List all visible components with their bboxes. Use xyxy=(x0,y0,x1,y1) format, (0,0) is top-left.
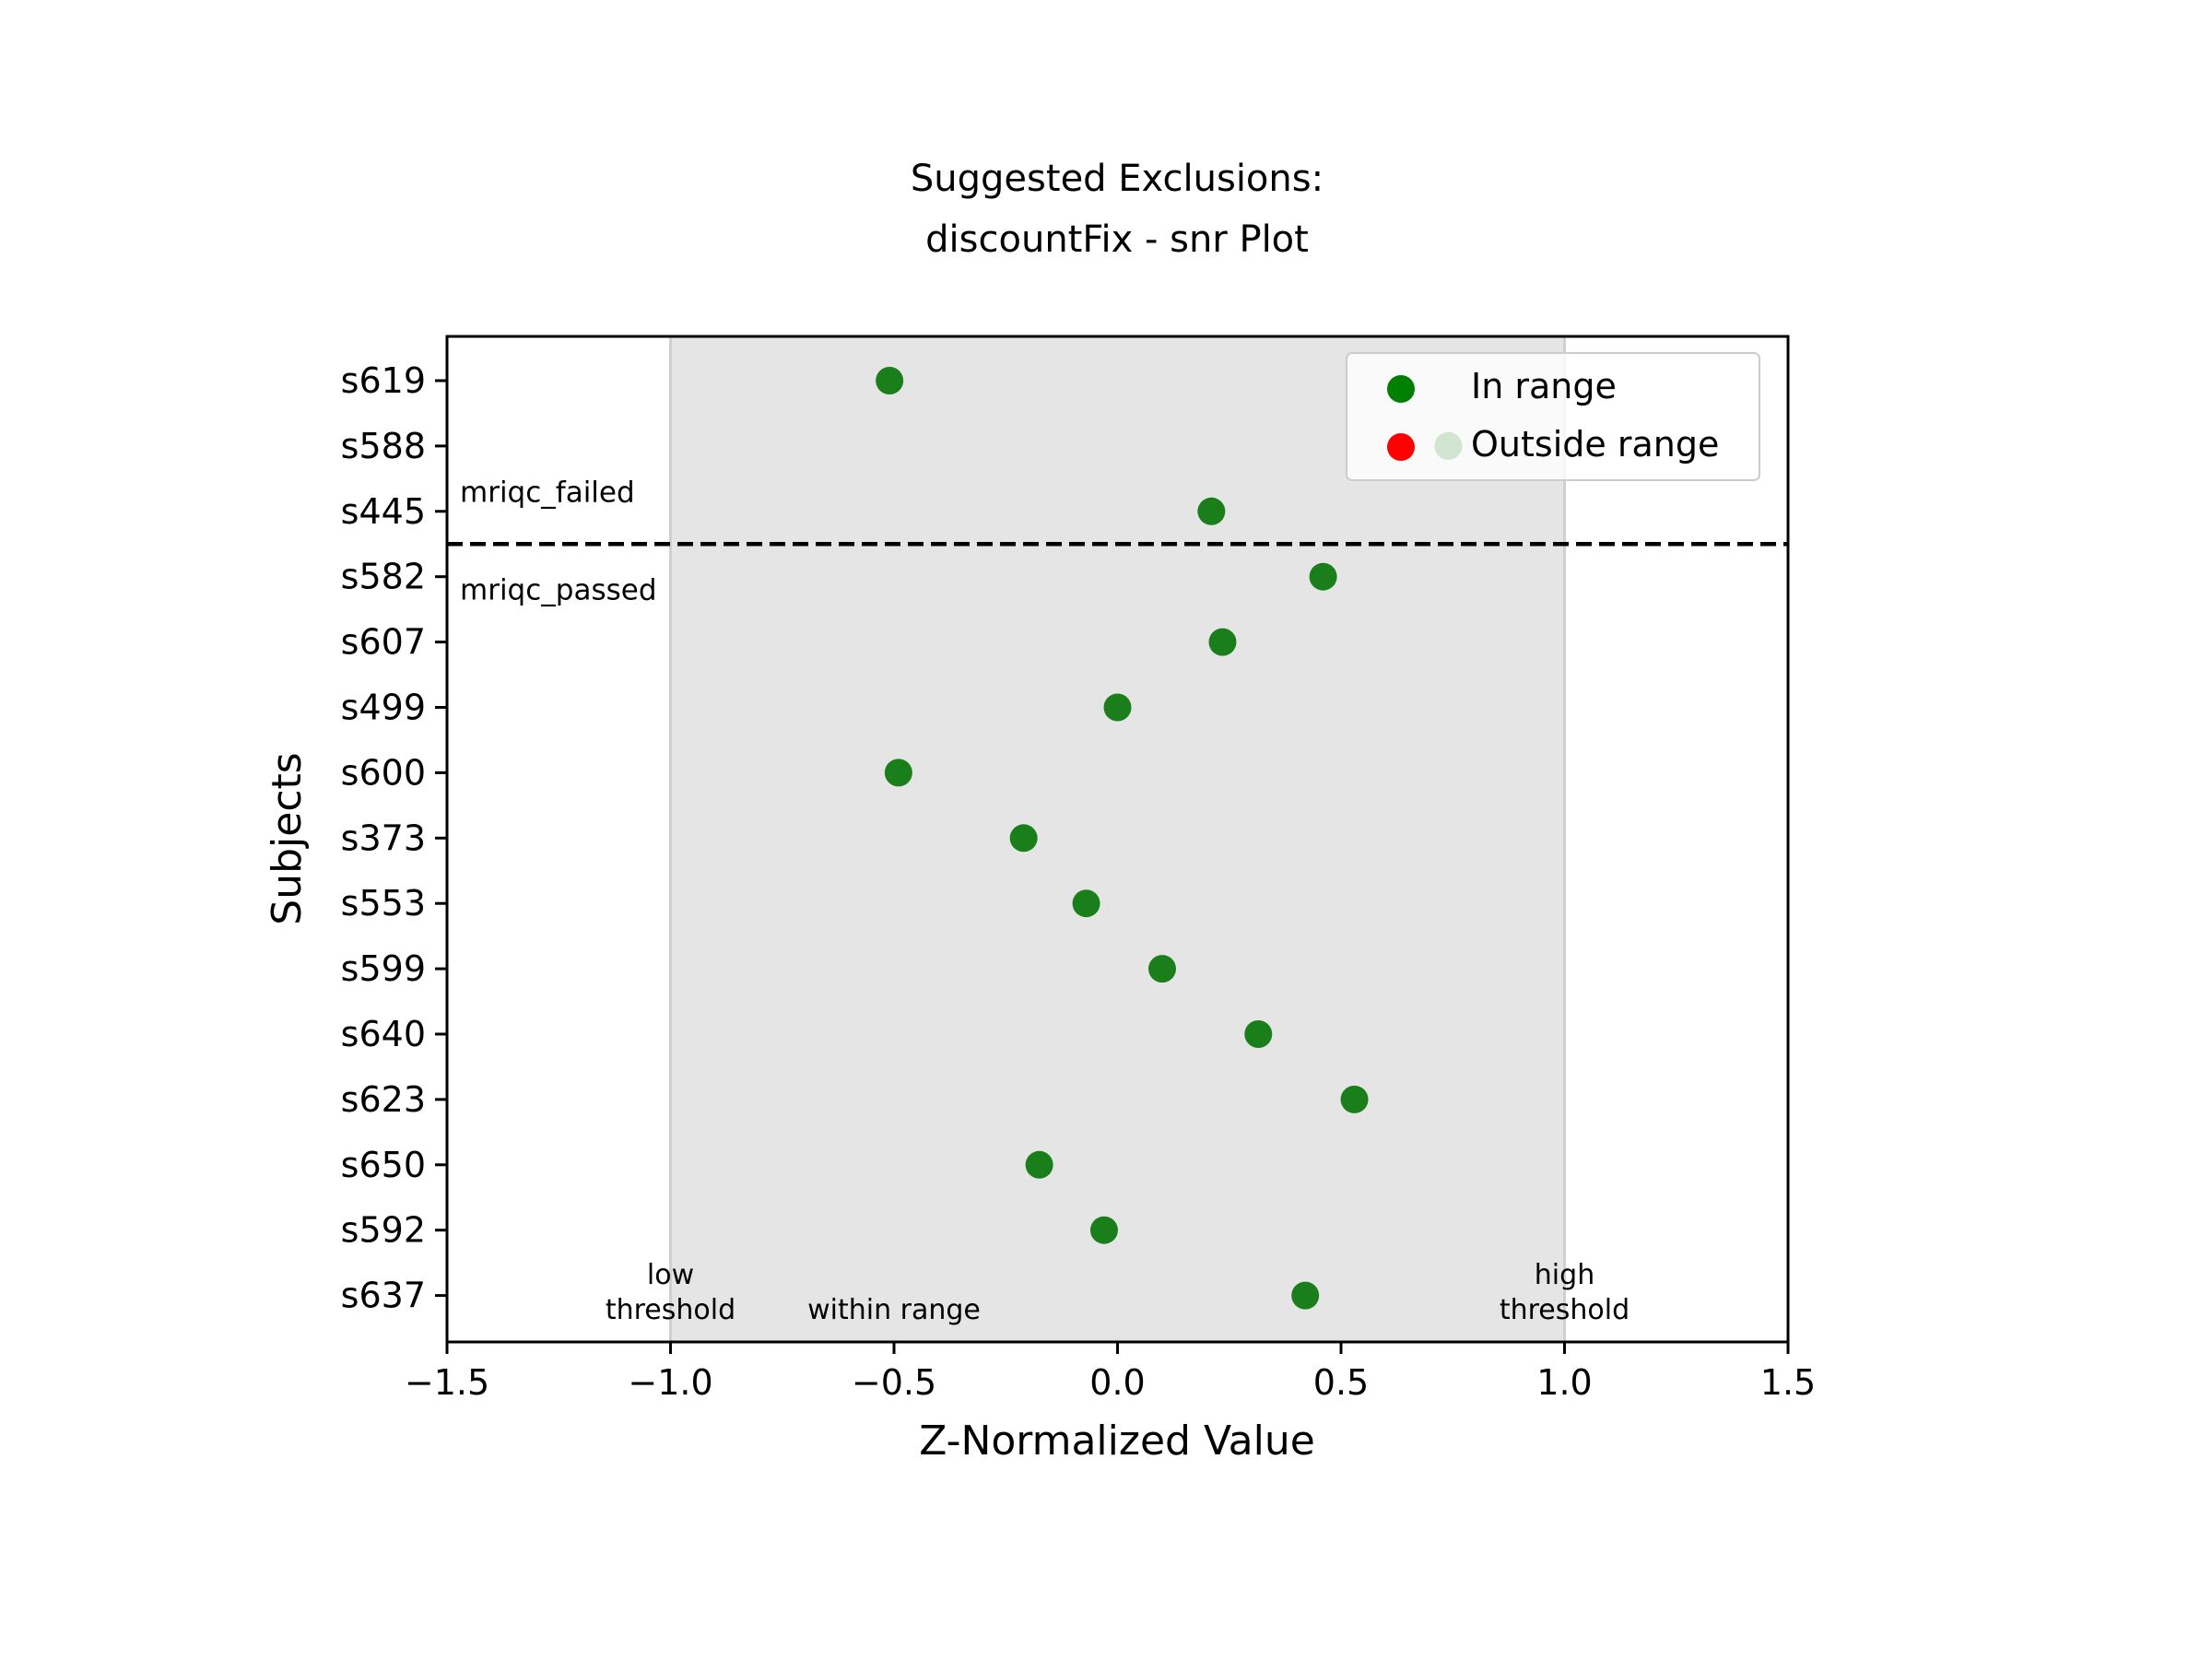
low-threshold-label: low xyxy=(647,1259,694,1291)
x-tick-label: −1.5 xyxy=(405,1362,489,1403)
data-point-s445 xyxy=(1197,497,1226,525)
within-range-label: within range xyxy=(807,1294,981,1326)
legend-box xyxy=(1346,352,1760,481)
within-range-band xyxy=(670,336,1565,1342)
high-threshold-label: threshold xyxy=(1500,1294,1630,1326)
data-point-s582 xyxy=(1309,562,1337,591)
x-tick-label: 0.0 xyxy=(1089,1362,1145,1403)
y-tick-label-s588: s588 xyxy=(341,426,426,466)
chart-title-line-2: discountFix - snr Plot xyxy=(925,218,1309,261)
x-axis-label: Z-Normalized Value xyxy=(919,1418,1315,1465)
legend-marker-outside-range xyxy=(1387,433,1415,461)
high-threshold-label: high xyxy=(1535,1259,1594,1291)
data-point-s553 xyxy=(1072,889,1100,918)
y-tick-label-s650: s650 xyxy=(341,1145,426,1185)
y-tick-label-s373: s373 xyxy=(341,818,426,858)
y-tick-label-s640: s640 xyxy=(341,1014,426,1054)
legend: In range Outside range xyxy=(1346,352,1760,481)
low-threshold-label: threshold xyxy=(606,1294,735,1326)
y-tick-label-s600: s600 xyxy=(341,752,426,793)
data-point-s607 xyxy=(1208,628,1237,656)
data-point-s599 xyxy=(1148,955,1176,983)
y-tick-label-s553: s553 xyxy=(341,883,426,924)
data-point-s592 xyxy=(1089,1216,1118,1244)
y-tick-label-s592: s592 xyxy=(341,1210,426,1251)
legend-marker-in-range xyxy=(1387,375,1415,403)
y-tick-label-s607: s607 xyxy=(341,622,426,663)
y-tick-label-s582: s582 xyxy=(341,557,426,597)
y-tick-label-s499: s499 xyxy=(341,688,426,728)
legend-label-in-range: In range xyxy=(1471,366,1617,406)
data-point-s619 xyxy=(876,367,904,394)
y-tick-label-s637: s637 xyxy=(341,1276,426,1316)
data-point-s623 xyxy=(1340,1085,1369,1113)
x-tick-label: 0.5 xyxy=(1313,1362,1369,1403)
y-tick-label-s623: s623 xyxy=(341,1079,426,1120)
y-tick-label-s599: s599 xyxy=(341,948,426,989)
plot-frame xyxy=(445,335,1790,1344)
data-point-s600 xyxy=(884,759,912,787)
x-tick-label: −1.0 xyxy=(628,1362,712,1403)
x-tick-label: 1.0 xyxy=(1536,1362,1592,1403)
data-point-s373 xyxy=(1009,824,1038,853)
mriqc-failed-label: mriqc_failed xyxy=(460,476,635,509)
mriqc-passed-label: mriqc_passed xyxy=(460,573,657,606)
y-axis-label: Subjects xyxy=(264,752,311,924)
data-point-s650 xyxy=(1025,1150,1053,1179)
y-tick-label-s445: s445 xyxy=(341,491,426,532)
data-point-s640 xyxy=(1244,1020,1273,1048)
x-tick-label: 1.5 xyxy=(1760,1362,1816,1403)
chart-title-line-1: Suggested Exclusions: xyxy=(911,158,1324,200)
data-point-s637 xyxy=(1291,1281,1320,1310)
legend-label-outside-range: Outside range xyxy=(1471,424,1719,465)
x-tick-label: −0.5 xyxy=(852,1362,936,1403)
y-tick-label-s619: s619 xyxy=(341,360,426,401)
data-point-s499 xyxy=(1103,693,1132,722)
